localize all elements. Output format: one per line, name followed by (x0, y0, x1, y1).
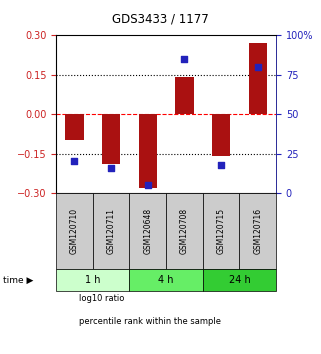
Bar (212, 114, 230, 156)
Text: GDS3433 / 1177: GDS3433 / 1177 (112, 12, 209, 25)
Point (182, 56, 187, 62)
Bar (56, 193, 93, 269)
Text: GSM120715: GSM120715 (217, 208, 226, 254)
Bar (65, 114, 84, 141)
Text: GSM120716: GSM120716 (253, 208, 262, 254)
Bar (93, 193, 129, 269)
Text: GSM120711: GSM120711 (107, 208, 116, 254)
Bar (248, 43, 267, 114)
Bar (166, 193, 203, 269)
Bar (102, 114, 120, 164)
Bar (203, 269, 276, 291)
Text: time ▶: time ▶ (3, 275, 34, 285)
Point (145, 182, 150, 188)
Point (219, 162, 224, 167)
Bar (129, 269, 203, 291)
Text: GSM120708: GSM120708 (180, 208, 189, 254)
Point (255, 64, 260, 70)
Bar (139, 114, 157, 188)
Point (72, 159, 77, 164)
Text: GSM120710: GSM120710 (70, 208, 79, 254)
Text: 24 h: 24 h (229, 275, 250, 285)
Bar (239, 193, 276, 269)
Point (108, 165, 114, 171)
Bar (56, 269, 129, 291)
Text: 4 h: 4 h (158, 275, 174, 285)
Text: 1 h: 1 h (85, 275, 100, 285)
Text: log10 ratio: log10 ratio (79, 293, 124, 303)
Bar (175, 78, 194, 114)
Bar (129, 193, 166, 269)
Text: GSM120648: GSM120648 (143, 208, 152, 254)
Bar (203, 193, 239, 269)
Text: percentile rank within the sample: percentile rank within the sample (79, 316, 221, 326)
